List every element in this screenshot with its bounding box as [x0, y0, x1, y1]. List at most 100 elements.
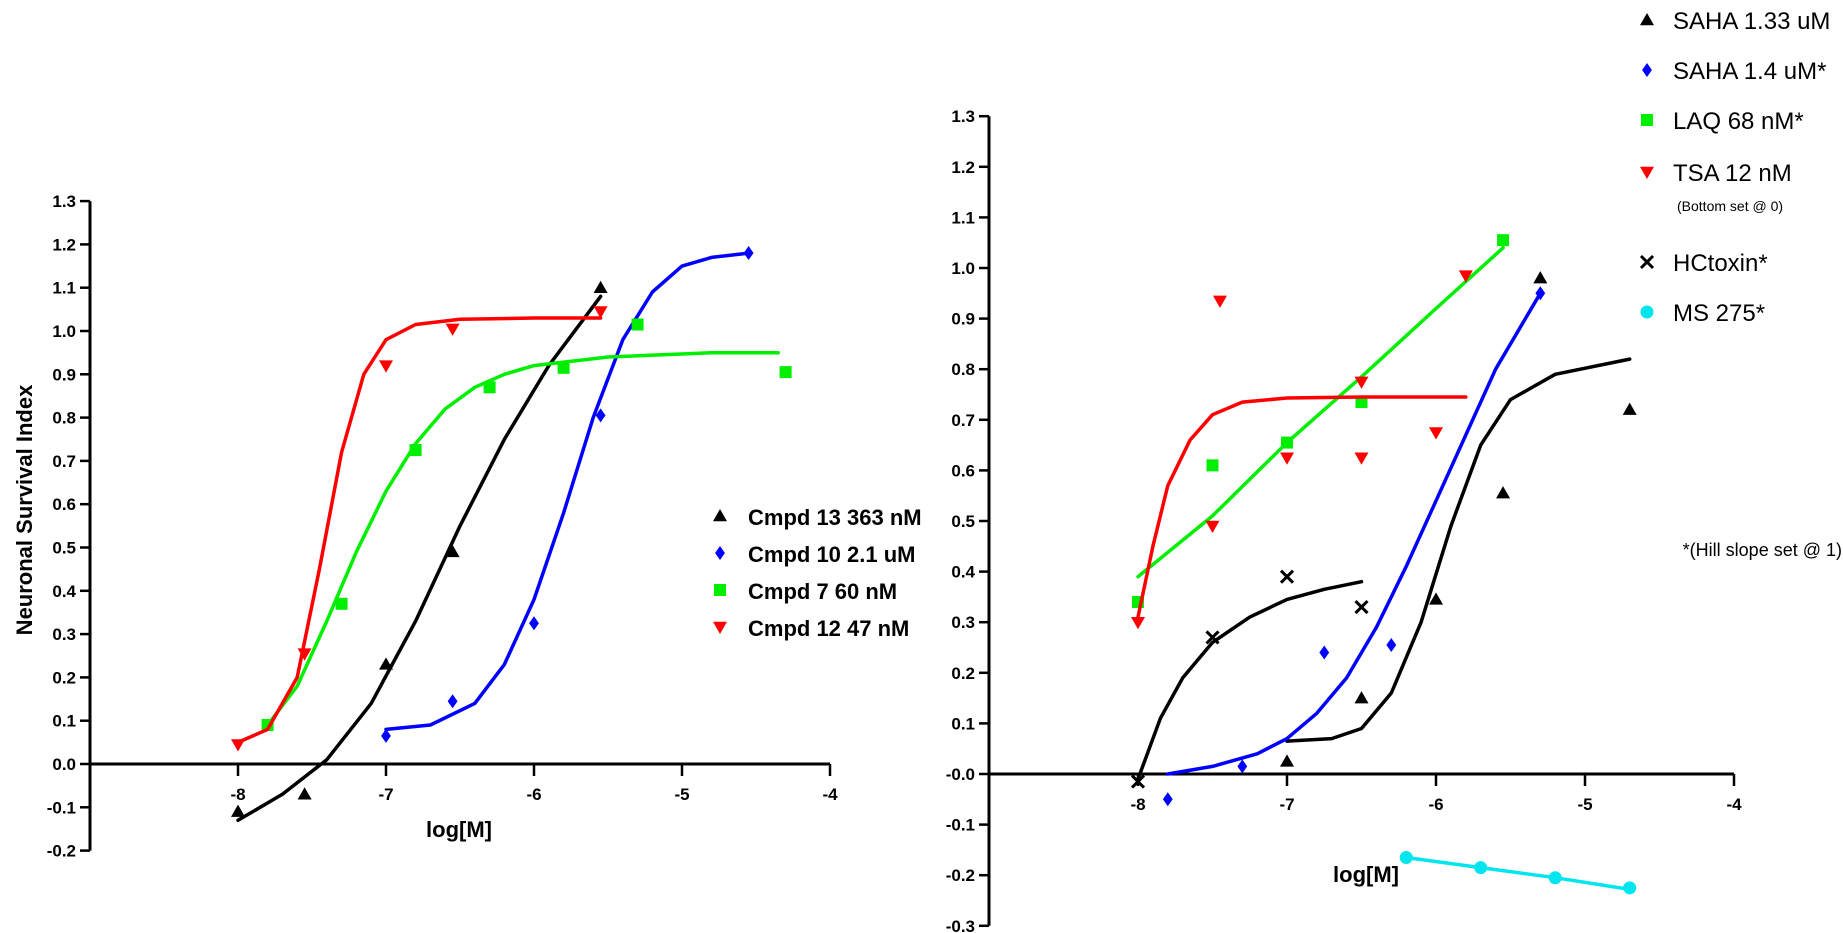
y-tick-label: 1.0	[52, 322, 76, 341]
data-point-cmpd-13-363-nm	[593, 280, 608, 293]
fit-curve-cmpd-10-2-1-um	[384, 251, 751, 732]
data-point-cmpd-12-47-nm	[231, 739, 245, 752]
data-point-cmpd-12-47-nm	[297, 648, 312, 661]
y-tick-label: -0.2	[946, 866, 975, 885]
series-tsa-12-nm	[1131, 270, 1473, 630]
legend-label: SAHA 1.33 uM	[1673, 8, 1830, 35]
data-point-cmpd-7-60-nm	[409, 444, 422, 457]
series-cmpd-13-363-nm	[231, 280, 608, 823]
data-point-ms-275	[1623, 881, 1637, 895]
y-tick-label: 0.6	[52, 495, 76, 514]
legend-marker-saha-1-33-um	[1640, 13, 1654, 26]
data-point-hctoxin-stroke-b	[1130, 774, 1146, 789]
legend-label: LAQ 68 nM*	[1673, 108, 1804, 135]
x-tick-label: -8	[1130, 795, 1145, 814]
x-tick-label: -7	[1279, 795, 1294, 814]
data-point-tsa-12-nm	[1429, 427, 1443, 440]
fit-curve-saha-1-33-um	[1285, 357, 1632, 743]
legend-label: Cmpd 12 47 nM	[748, 616, 909, 641]
data-point-saha-1-33-um	[1622, 402, 1637, 415]
data-point-hctoxin-stroke-b	[1354, 599, 1369, 615]
data-point-saha-1-33-um	[1354, 691, 1369, 704]
legend-marker-laq-68-nm	[1641, 114, 1653, 126]
data-point-saha-1-4-um	[1535, 286, 1546, 301]
y-tick-label: 0.1	[951, 714, 975, 733]
legend-item-cmpd-7-60-nm: Cmpd 7 60 nM	[714, 579, 897, 604]
y-tick-label: 0.4	[951, 563, 975, 582]
left-chart: -0.2 -0.1 0.0 0.1 0.2 0.3 0.4 0.5 0.6 0.7 0.8 0.9 1.…	[12, 192, 922, 861]
legend-marker-saha-1-4-um	[1642, 63, 1652, 77]
legend-item-cmpd-13-363-nm: Cmpd 13 363 nM	[713, 505, 922, 530]
legend-item-ms-275: MS 275*	[1640, 300, 1765, 327]
y-tick-label: 0.4	[52, 582, 76, 601]
series-cmpd-12-47-nm	[231, 306, 608, 752]
legend-item-laq-68-nm: LAQ 68 nM*	[1641, 108, 1804, 135]
data-point-cmpd-7-60-nm	[335, 597, 348, 610]
data-point-saha-1-4-um	[1386, 637, 1397, 652]
legend-marker-ms-275	[1640, 305, 1654, 319]
y-tick-label: -0.2	[47, 842, 76, 861]
legend-label: SAHA 1.4 uM*	[1673, 58, 1826, 85]
x-tick-label: -5	[1577, 795, 1592, 814]
data-point-cmpd-12-47-nm	[593, 306, 608, 319]
legend-label: MS 275*	[1673, 300, 1765, 327]
data-point-hctoxin	[1205, 630, 1220, 645]
y-tick-label: 1.2	[951, 158, 975, 177]
y-tick-label: 1.2	[52, 235, 76, 254]
data-point-laq-68-nm	[1355, 396, 1368, 409]
data-point-hctoxin	[1279, 569, 1295, 584]
y-tick-label: -0.0	[946, 765, 975, 784]
legend-label: Cmpd 13 363 nM	[748, 505, 922, 530]
data-point-cmpd-13-363-nm	[445, 544, 460, 558]
fit-curve-hctoxin	[1136, 579, 1364, 781]
data-point-cmpd-12-47-nm	[379, 360, 393, 373]
y-tick-label: 0.7	[52, 452, 76, 471]
x-tick-label: -4	[822, 785, 838, 804]
y-tick-label: 0.9	[52, 365, 76, 384]
legend-item-saha-1-4-um: SAHA 1.4 uM*	[1642, 58, 1826, 85]
x-tick-label: -5	[674, 785, 689, 804]
fit-curve-tsa-12-nm	[1136, 395, 1468, 619]
legend-label: Cmpd 10 2.1 uM	[748, 542, 915, 567]
series-saha-1-4-um	[1162, 286, 1546, 807]
series-laq-68-nm	[1132, 234, 1510, 608]
series-saha-1-33-um	[1280, 271, 1637, 767]
y-tick-label: 0.3	[52, 625, 76, 644]
hill-slope-annotation: *(Hill slope set @ 1)	[1683, 540, 1842, 560]
legend-item-cmpd-10-2-1-um: Cmpd 10 2.1 uM	[715, 542, 915, 567]
y-tick-label: 0.9	[951, 310, 975, 329]
y-tick-label: 0.6	[951, 461, 975, 480]
data-point-saha-1-4-um	[1319, 645, 1330, 660]
data-point-tsa-12-nm	[1212, 295, 1227, 308]
data-point-saha-1-33-um	[1533, 271, 1548, 284]
data-point-saha-1-33-um	[1496, 486, 1511, 499]
data-point-saha-1-33-um	[1280, 754, 1294, 767]
x-tick-label: -7	[378, 785, 393, 804]
fit-curve-laq-68-nm	[1136, 246, 1505, 579]
legend-marker-hctoxin-stroke-b	[1639, 254, 1655, 270]
fit-curve-cmpd-7-60-nm	[265, 350, 780, 727]
data-point-cmpd-10-2-1-um	[381, 728, 391, 743]
fit-curve-saha-1-4-um	[1166, 291, 1543, 776]
legend-item-tsa-12-nm: TSA 12 nM (Bottom set @ 0)	[1640, 160, 1792, 214]
data-point-tsa-12-nm	[1354, 452, 1369, 465]
y-tick-label: 0.1	[52, 712, 76, 731]
data-point-cmpd-10-2-1-um	[447, 694, 458, 709]
legend-marker-cmpd-12-47-nm	[713, 621, 727, 634]
data-point-cmpd-13-363-nm	[297, 787, 312, 800]
series-hctoxin	[1130, 569, 1369, 789]
data-point-cmpd-13-363-nm	[231, 804, 245, 817]
legend-label: TSA 12 nM	[1673, 160, 1792, 187]
y-tick-label: -0.3	[946, 917, 975, 933]
y-tick-label: 0.8	[951, 360, 975, 379]
data-point-ms-275	[1548, 871, 1562, 885]
y-tick-label: -0.1	[946, 816, 975, 835]
data-point-laq-68-nm	[1497, 234, 1510, 247]
legend-label: Cmpd 7 60 nM	[748, 579, 897, 604]
y-tick-label: 0.5	[951, 512, 975, 531]
data-point-laq-68-nm	[1206, 459, 1219, 472]
data-point-saha-1-4-um	[1162, 792, 1173, 807]
data-point-tsa-12-nm	[1354, 376, 1369, 389]
y-tick-label: 1.3	[52, 192, 76, 211]
